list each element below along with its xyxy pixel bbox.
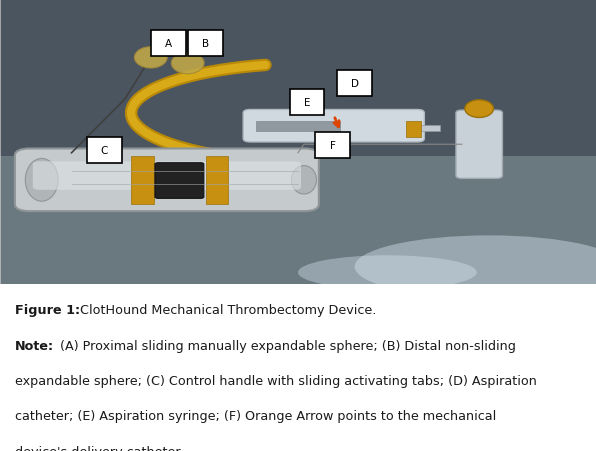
Text: ClotHound Mechanical Thrombectomy Device.: ClotHound Mechanical Thrombectomy Device… — [76, 304, 377, 317]
FancyBboxPatch shape — [33, 162, 301, 190]
Text: C: C — [101, 146, 108, 156]
Text: D: D — [350, 79, 359, 89]
FancyBboxPatch shape — [456, 111, 502, 179]
Text: F: F — [330, 140, 336, 151]
Bar — [0, 156, 596, 284]
Text: Figure 1:: Figure 1: — [15, 304, 80, 317]
Text: Note:: Note: — [15, 339, 54, 352]
Text: expandable sphere; (C) Control handle with sliding activating tabs; (D) Aspirati: expandable sphere; (C) Control handle wi… — [15, 374, 537, 387]
Text: device's delivery catheter.: device's delivery catheter. — [15, 445, 184, 451]
FancyBboxPatch shape — [243, 110, 424, 143]
Text: (A) Proximal sliding manually expandable sphere; (B) Distal non-sliding: (A) Proximal sliding manually expandable… — [56, 339, 516, 352]
Ellipse shape — [465, 101, 493, 118]
Text: catheter; (E) Aspiration syringe; (F) Orange Arrow points to the mechanical: catheter; (E) Aspiration syringe; (F) Or… — [15, 410, 496, 422]
Ellipse shape — [135, 48, 167, 69]
Ellipse shape — [355, 236, 596, 299]
Ellipse shape — [26, 159, 58, 202]
FancyBboxPatch shape — [315, 133, 350, 158]
Bar — [406, 122, 421, 138]
Ellipse shape — [172, 53, 204, 74]
Ellipse shape — [298, 256, 477, 290]
Ellipse shape — [291, 166, 316, 195]
Text: B: B — [202, 39, 209, 49]
FancyBboxPatch shape — [87, 138, 122, 163]
FancyBboxPatch shape — [151, 31, 186, 57]
FancyBboxPatch shape — [290, 90, 324, 115]
Bar — [131, 156, 154, 205]
Bar — [256, 122, 340, 132]
FancyBboxPatch shape — [15, 149, 319, 212]
FancyBboxPatch shape — [337, 71, 372, 97]
Text: E: E — [304, 98, 310, 108]
FancyBboxPatch shape — [155, 163, 204, 199]
Text: A: A — [165, 39, 172, 49]
FancyBboxPatch shape — [188, 31, 223, 57]
Bar — [417, 126, 440, 132]
Bar — [206, 156, 228, 205]
